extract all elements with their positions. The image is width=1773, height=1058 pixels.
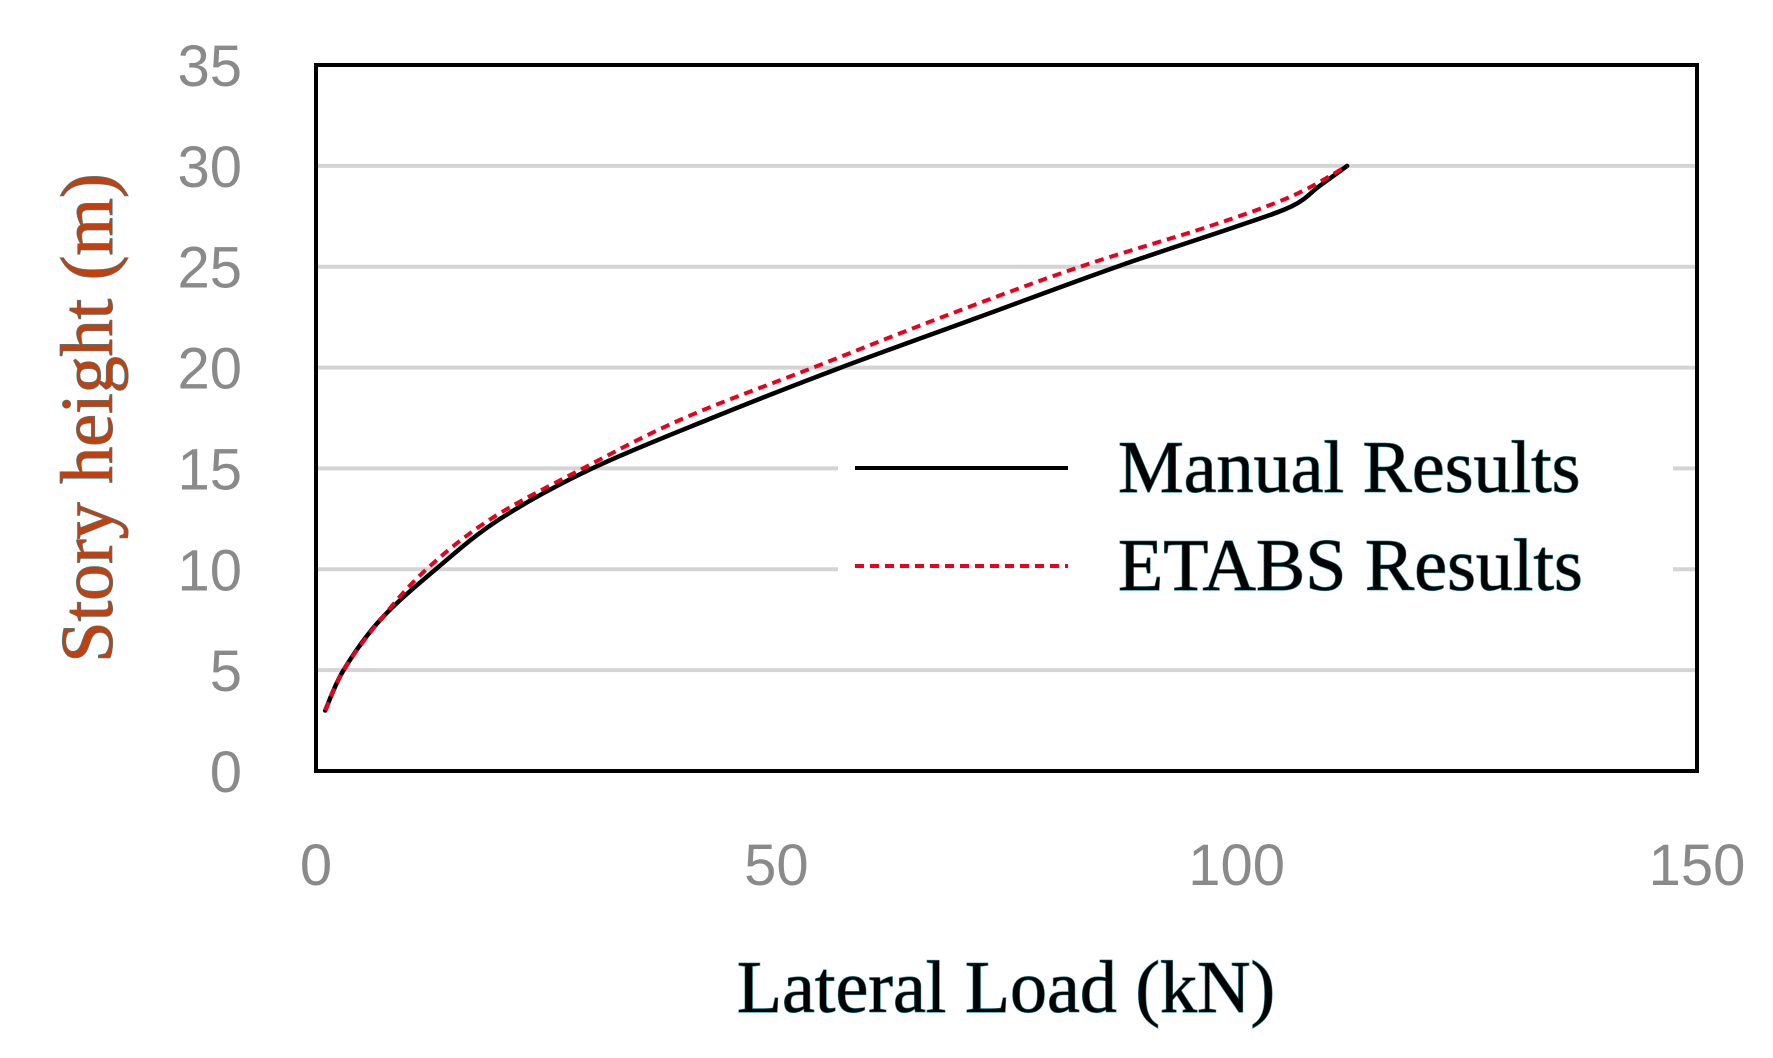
y-tick-label-2: 10: [177, 538, 242, 603]
y-tick-label-7: 35: [177, 34, 242, 99]
x-tick-label-2: 100: [1188, 833, 1285, 898]
legend-label-0: Manual Results: [1118, 427, 1580, 509]
x-tick-label-3: 150: [1649, 833, 1746, 898]
x-tick-label-0: 0: [300, 833, 332, 898]
plot-frame: [314, 63, 1699, 773]
y-tick-label-4: 20: [177, 337, 242, 402]
legend-label-1: ETABS Results: [1118, 525, 1583, 607]
y-tick-label-5: 25: [177, 236, 242, 301]
tick-labels: 0 5 10 15 20 25 30 35 0 50 100 150: [177, 34, 1745, 898]
series-layer: [322, 163, 1350, 713]
y-tick-label-0: 0: [210, 740, 242, 805]
legend: Manual Results ETABS Results: [838, 424, 1673, 610]
y-tick-label-1: 5: [210, 639, 242, 704]
y-tick-label-6: 30: [177, 135, 242, 200]
series-line-manual-results: [322, 163, 1350, 713]
y-tick-label-3: 15: [177, 437, 242, 502]
x-tick-label-1: 50: [744, 833, 809, 898]
x-axis-title: Lateral Load (kN): [737, 947, 1275, 1029]
y-axis-title: Story height (m): [47, 173, 129, 662]
